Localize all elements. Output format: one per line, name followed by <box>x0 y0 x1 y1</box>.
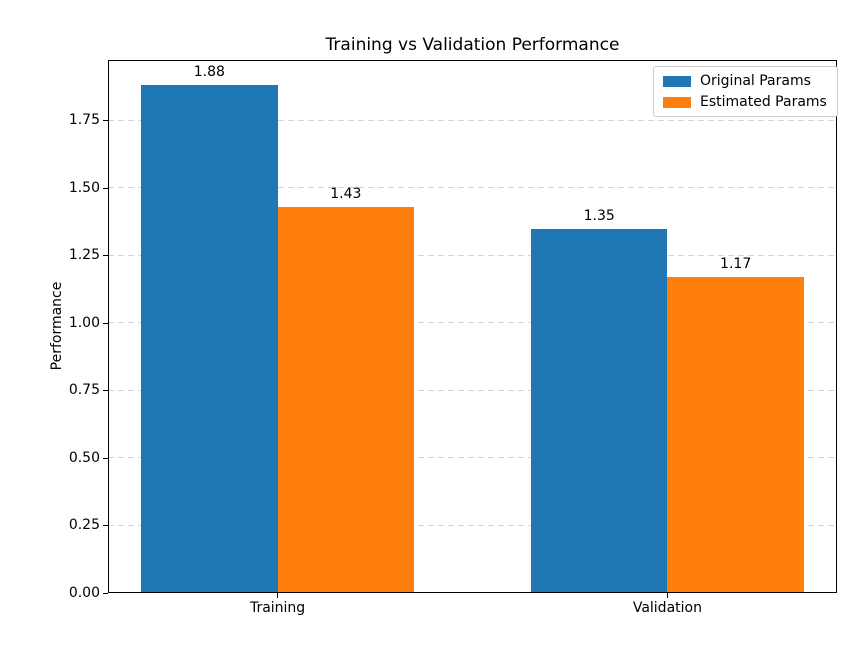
bar-value-label: 1.88 <box>193 64 225 81</box>
y-tick-mark <box>103 255 108 257</box>
bar-validation-original-params <box>530 228 668 593</box>
y-tick-label: 0.75 <box>68 382 100 399</box>
x-tick-label-training: Training <box>249 600 306 616</box>
gridline-0.75 <box>108 389 837 391</box>
x-tick-mark <box>277 593 279 598</box>
gridline-1.00 <box>108 322 837 324</box>
y-tick-label: 0.00 <box>68 585 100 601</box>
y-tick-label: 1.25 <box>68 247 100 264</box>
bar-validation-estimated-params <box>667 277 804 593</box>
y-tick-mark <box>103 120 108 122</box>
gridline-1.50 <box>108 187 837 189</box>
legend-row: Original Params <box>663 73 827 89</box>
y-tick-label: 1.50 <box>68 179 100 196</box>
legend-row: Estimated Params <box>663 94 827 110</box>
legend-swatch-original-params <box>663 75 691 87</box>
bar-value-label: 1.17 <box>720 256 752 273</box>
legend-swatch-estimated-params <box>663 96 691 108</box>
x-tick-label-validation: Validation <box>632 600 702 616</box>
y-tick-mark <box>103 593 108 594</box>
bar-training-estimated-params <box>277 206 415 593</box>
y-tick-mark <box>103 322 108 324</box>
legend-label: Original Params <box>700 73 811 89</box>
y-tick-label: 0.25 <box>68 517 100 534</box>
bar-training-original-params <box>141 85 278 593</box>
y-tick-label: 1.75 <box>68 112 100 129</box>
gridline-0.50 <box>108 457 837 459</box>
y-tick-label: 0.50 <box>68 449 100 466</box>
y-tick-mark <box>103 457 108 459</box>
y-tick-mark <box>103 390 108 392</box>
gridline-0.25 <box>108 524 837 526</box>
gridline-1.75 <box>108 119 837 121</box>
y-tick-mark <box>103 525 108 527</box>
bar-value-label: 1.35 <box>583 207 615 224</box>
bar-value-label: 1.43 <box>330 185 362 202</box>
y-tick-mark <box>103 187 108 189</box>
plot-area: 1.88 1.35 1.43 1.17 <box>108 60 837 593</box>
x-tick-mark <box>666 593 668 598</box>
chart-title: Training vs Validation Performance <box>325 35 620 55</box>
legend: Original Params Estimated Params <box>653 66 838 117</box>
y-tick-label: 1.00 <box>68 314 100 331</box>
gridline-1.25 <box>108 254 837 256</box>
legend-label: Estimated Params <box>700 94 827 110</box>
